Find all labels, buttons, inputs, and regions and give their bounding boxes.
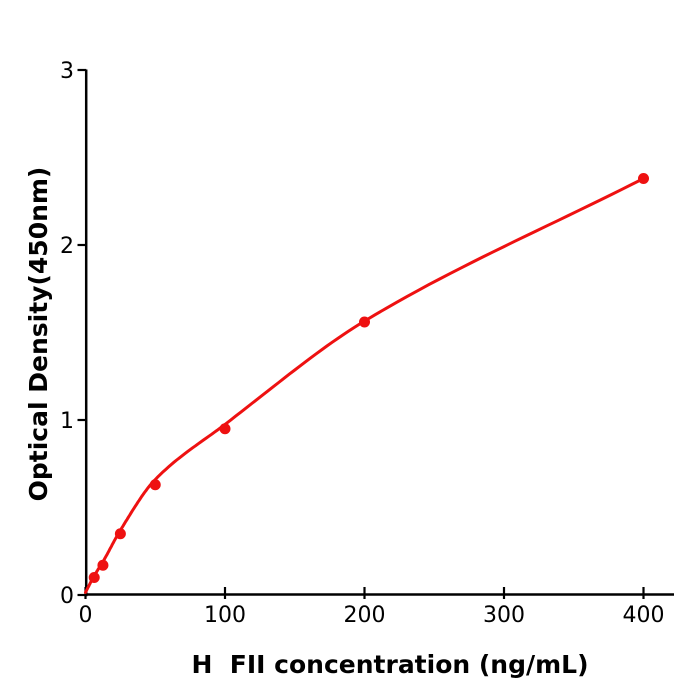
standard-curve-line [84, 177, 645, 594]
y-tick-label: 1 [60, 409, 74, 434]
x-tick-label: 200 [344, 603, 386, 628]
x-tick-label: 400 [623, 603, 665, 628]
x-axis-title: H FII concentration (ng/mL) [191, 650, 589, 679]
data-point-marker [638, 173, 649, 184]
data-point-marker [219, 423, 231, 435]
data-point-marker [97, 559, 109, 571]
data-point-marker [114, 528, 126, 540]
x-tick-label: 300 [483, 603, 525, 628]
x-tick-label: 0 [79, 603, 93, 628]
y-tick-label: 2 [60, 234, 74, 259]
data-point-marker [149, 479, 161, 491]
x-tick-label: 100 [204, 603, 246, 628]
y-tick-label: 0 [60, 584, 74, 609]
data-point-marker [359, 316, 370, 328]
y-axis-title: Optical Density(450nm) [24, 166, 53, 502]
data-point-marker [88, 572, 100, 583]
y-tick-label: 3 [60, 59, 74, 84]
